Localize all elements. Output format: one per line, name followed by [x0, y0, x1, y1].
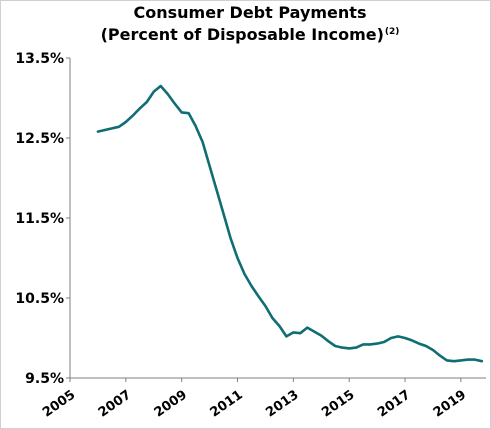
chart-title: Consumer Debt Payments — [60, 3, 440, 23]
footnote-marker: (2) — [384, 27, 400, 37]
y-tick-label: 11.5% — [15, 211, 64, 227]
x-tick-label: 2019 — [431, 388, 469, 421]
x-tick-label: 2011 — [208, 388, 246, 421]
x-tick-label: 2015 — [319, 388, 357, 421]
axes — [69, 58, 486, 379]
series-group — [96, 84, 484, 363]
y-tick-label: 12.5% — [15, 131, 64, 147]
chart-subtitle: (Percent of Disposable Income)(2) — [60, 22, 440, 45]
y-tick-label: 13.5% — [15, 51, 64, 67]
y-axis-tick-labels: 13.5% 12.5% 11.5% 10.5% 9.5% — [15, 51, 70, 387]
y-tick-label: 9.5% — [25, 371, 64, 387]
x-tick-label: 2017 — [375, 388, 413, 421]
x-tick-label: 2007 — [96, 388, 134, 421]
x-axis-tick-labels: 2005 2007 2009 2011 2013 2015 2017 2019 — [40, 378, 469, 421]
x-tick-label: 2013 — [263, 388, 301, 421]
chart-subtitle-text: (Percent of Disposable Income) — [100, 25, 384, 44]
x-tick-label: 2009 — [152, 388, 190, 421]
chart-title-text: Consumer Debt Payments — [133, 3, 367, 22]
y-tick-label: 10.5% — [15, 291, 64, 307]
x-tick-label: 2005 — [40, 388, 78, 421]
series-line — [96, 84, 484, 363]
